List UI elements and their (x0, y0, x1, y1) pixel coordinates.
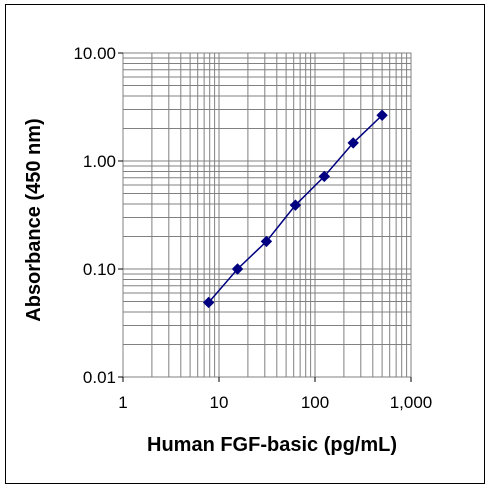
y-tick-label: 0.10 (83, 260, 116, 279)
y-tick-label: 0.01 (83, 368, 116, 387)
data-point (347, 137, 359, 149)
data-point (318, 170, 331, 183)
data-point (231, 263, 244, 275)
y-tick-label: 1.00 (83, 152, 116, 171)
data-point (289, 199, 302, 211)
x-tick-label: 1 (118, 393, 127, 412)
y-axis-title: Absorbance (450 nm) (23, 118, 45, 321)
chart-frame (5, 4, 485, 484)
y-tick-label: 10.00 (73, 44, 116, 63)
tick-labels: 1 10 100 1,000 10.00 1.00 0.10 0.01 (73, 44, 432, 412)
data-point (202, 296, 215, 309)
data-point (376, 109, 388, 121)
x-tick-label: 100 (301, 393, 329, 412)
plot-area (122, 52, 412, 378)
x-tick-label: 1,000 (390, 393, 433, 412)
x-axis-title: Human FGF-basic (pg/mL) (147, 434, 397, 456)
data-point (260, 235, 273, 248)
grid-lines (123, 52, 412, 377)
data-series (202, 109, 388, 309)
x-tick-label: 10 (210, 393, 229, 412)
